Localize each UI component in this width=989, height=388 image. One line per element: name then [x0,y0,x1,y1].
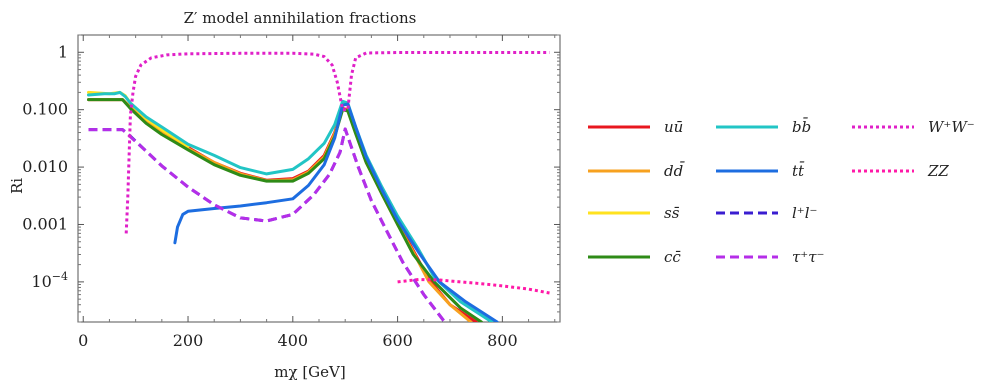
legend-label: uū [664,118,683,136]
legend-label: ss̄ [664,204,680,222]
legend-label: τ⁺τ⁻ [792,248,824,266]
chart-title: Z′ model annihilation fractions [184,9,417,27]
tick-labels: 0 200 400 600 800 0.001 0.010 0.100 1 10−4 [22,42,517,350]
legend-label: tt̄ [792,162,805,180]
series-line-cc̄ [87,98,483,322]
legend-label: dd̄ [664,162,685,180]
series-line-tt̄ [173,102,499,322]
x-tick-label: 200 [173,331,204,350]
y-axis-title: Ri [8,178,26,194]
y-tick-label: 0.010 [22,157,68,176]
plot-frame [77,34,561,323]
legend-label: l⁺l⁻ [792,204,817,222]
legend: uū dd̄ ss̄ cc̄ bb̄ tt̄ l⁺l⁻ τ⁺τ⁻ W⁺W⁻ ZZ [588,118,975,266]
series-line-τ⁺τ⁻ [88,127,446,322]
series-line-ZZ [397,278,550,295]
x-tick-label: 400 [278,331,309,350]
series-line-uū [87,98,478,322]
x-axis-title: mχ [GeV] [274,363,345,381]
series-layer [87,51,550,322]
series-line-bb̄ [87,90,494,322]
legend-label: bb̄ [792,118,811,136]
x-tick-label: 0 [78,331,88,350]
series-line-l⁺l⁻ [88,127,446,322]
series-line-W⁺W⁻ [124,51,550,234]
legend-label: cc̄ [664,248,681,266]
axes [77,34,561,323]
y-tick-label: 1 [58,42,68,61]
y-tick-label: 0.100 [22,100,68,119]
legend-label: ZZ [927,162,949,180]
legend-label: W⁺W⁻ [928,118,975,136]
series-line-dd̄ [87,98,473,322]
x-tick-label: 600 [382,331,413,350]
x-tick-label: 800 [487,331,518,350]
y-tick-label-exp: 10−4 [31,270,68,291]
y-tick-label: 0.001 [22,214,68,233]
